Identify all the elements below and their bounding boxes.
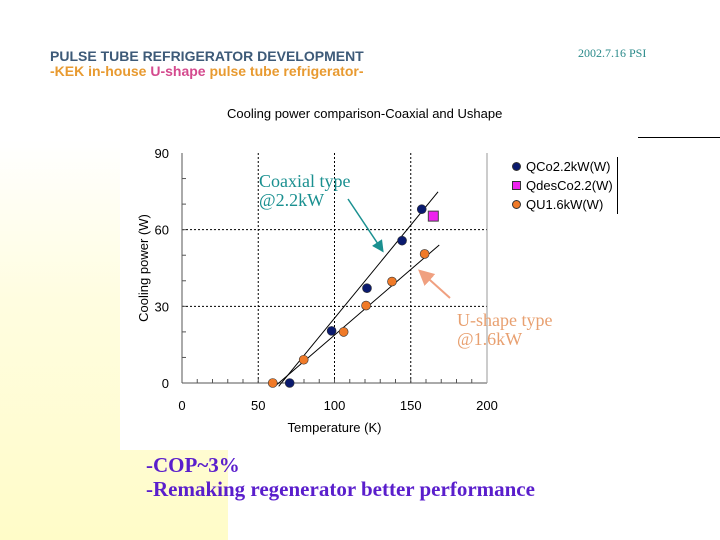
slide-date: 2002.7.16 PSI	[578, 46, 647, 60]
legend: QCo2.2kW(W) QdesCo2.2(W) QU1.6kW(W)	[512, 157, 618, 214]
slide-subtitle: -KEK in-house U-shape pulse tube refrige…	[50, 63, 364, 79]
x-tick-label: 50	[251, 398, 265, 413]
chart-title: Cooling power comparison-Coaxial and Ush…	[227, 106, 503, 121]
data-point	[361, 300, 371, 311]
legend-label: QdesCo2.2(W)	[526, 178, 613, 193]
divider	[638, 137, 720, 138]
y-axis-label: Cooling power (W)	[136, 214, 151, 322]
circle-marker-icon	[512, 162, 521, 171]
data-point	[298, 354, 309, 365]
y-tick-label: 30	[155, 299, 169, 314]
ushape-annotation: U-shape type @1.6kW	[457, 311, 552, 349]
x-tick-label: 150	[400, 398, 422, 413]
ushape-arrow	[418, 269, 451, 299]
annotation-line: @2.2kW	[259, 190, 325, 210]
x-tick-label: 200	[476, 398, 498, 413]
legend-item: QU1.6kW(W)	[512, 195, 613, 214]
y-tick-label: 90	[155, 146, 169, 161]
circle-marker-icon	[512, 200, 521, 209]
y-tick-label: 60	[155, 223, 169, 238]
data-point	[362, 283, 372, 293]
bullet-list: -COP~3% -Remaking regenerator better per…	[146, 453, 535, 501]
coaxial-annotation: Coaxial type @2.2kW	[259, 172, 350, 210]
legend-item: QdesCo2.2(W)	[512, 176, 613, 195]
data-point	[338, 327, 349, 337]
data-point	[397, 235, 407, 246]
subtitle-highlight: U-shape	[150, 63, 206, 79]
data-point	[416, 204, 427, 215]
subtitle-part: -KEK in-house	[50, 63, 151, 79]
annotation-line: U-shape type	[457, 310, 553, 330]
data-point	[326, 326, 337, 336]
legend-item: QCo2.2kW(W)	[512, 157, 613, 176]
x-axis-label: Temperature (K)	[288, 420, 382, 435]
y-tick-label: 0	[162, 376, 169, 391]
coaxial-arrow	[347, 198, 384, 253]
data-point	[284, 378, 295, 388]
x-tick-label: 100	[324, 398, 346, 413]
annotation-line: Coaxial type	[259, 171, 351, 191]
x-tick-label: 0	[178, 398, 185, 413]
data-point	[267, 378, 278, 388]
slide-title: PULSE TUBE REFRIGERATOR DEVELOPMENT	[50, 48, 364, 64]
data-point	[419, 249, 430, 259]
square-marker-icon	[512, 181, 521, 190]
fit-line	[278, 191, 439, 387]
data-point	[387, 276, 397, 287]
legend-label: QU1.6kW(W)	[526, 197, 604, 212]
legend-label: QCo2.2kW(W)	[526, 159, 611, 174]
bullet-item: -Remaking regenerator better performance	[146, 477, 535, 501]
data-point-square	[427, 210, 439, 222]
bullet-item: -COP~3%	[146, 453, 240, 477]
subtitle-part: pulse tube refrigerator-	[205, 63, 364, 79]
annotation-line: @1.6kW	[457, 329, 523, 349]
chart-panel	[120, 140, 720, 450]
